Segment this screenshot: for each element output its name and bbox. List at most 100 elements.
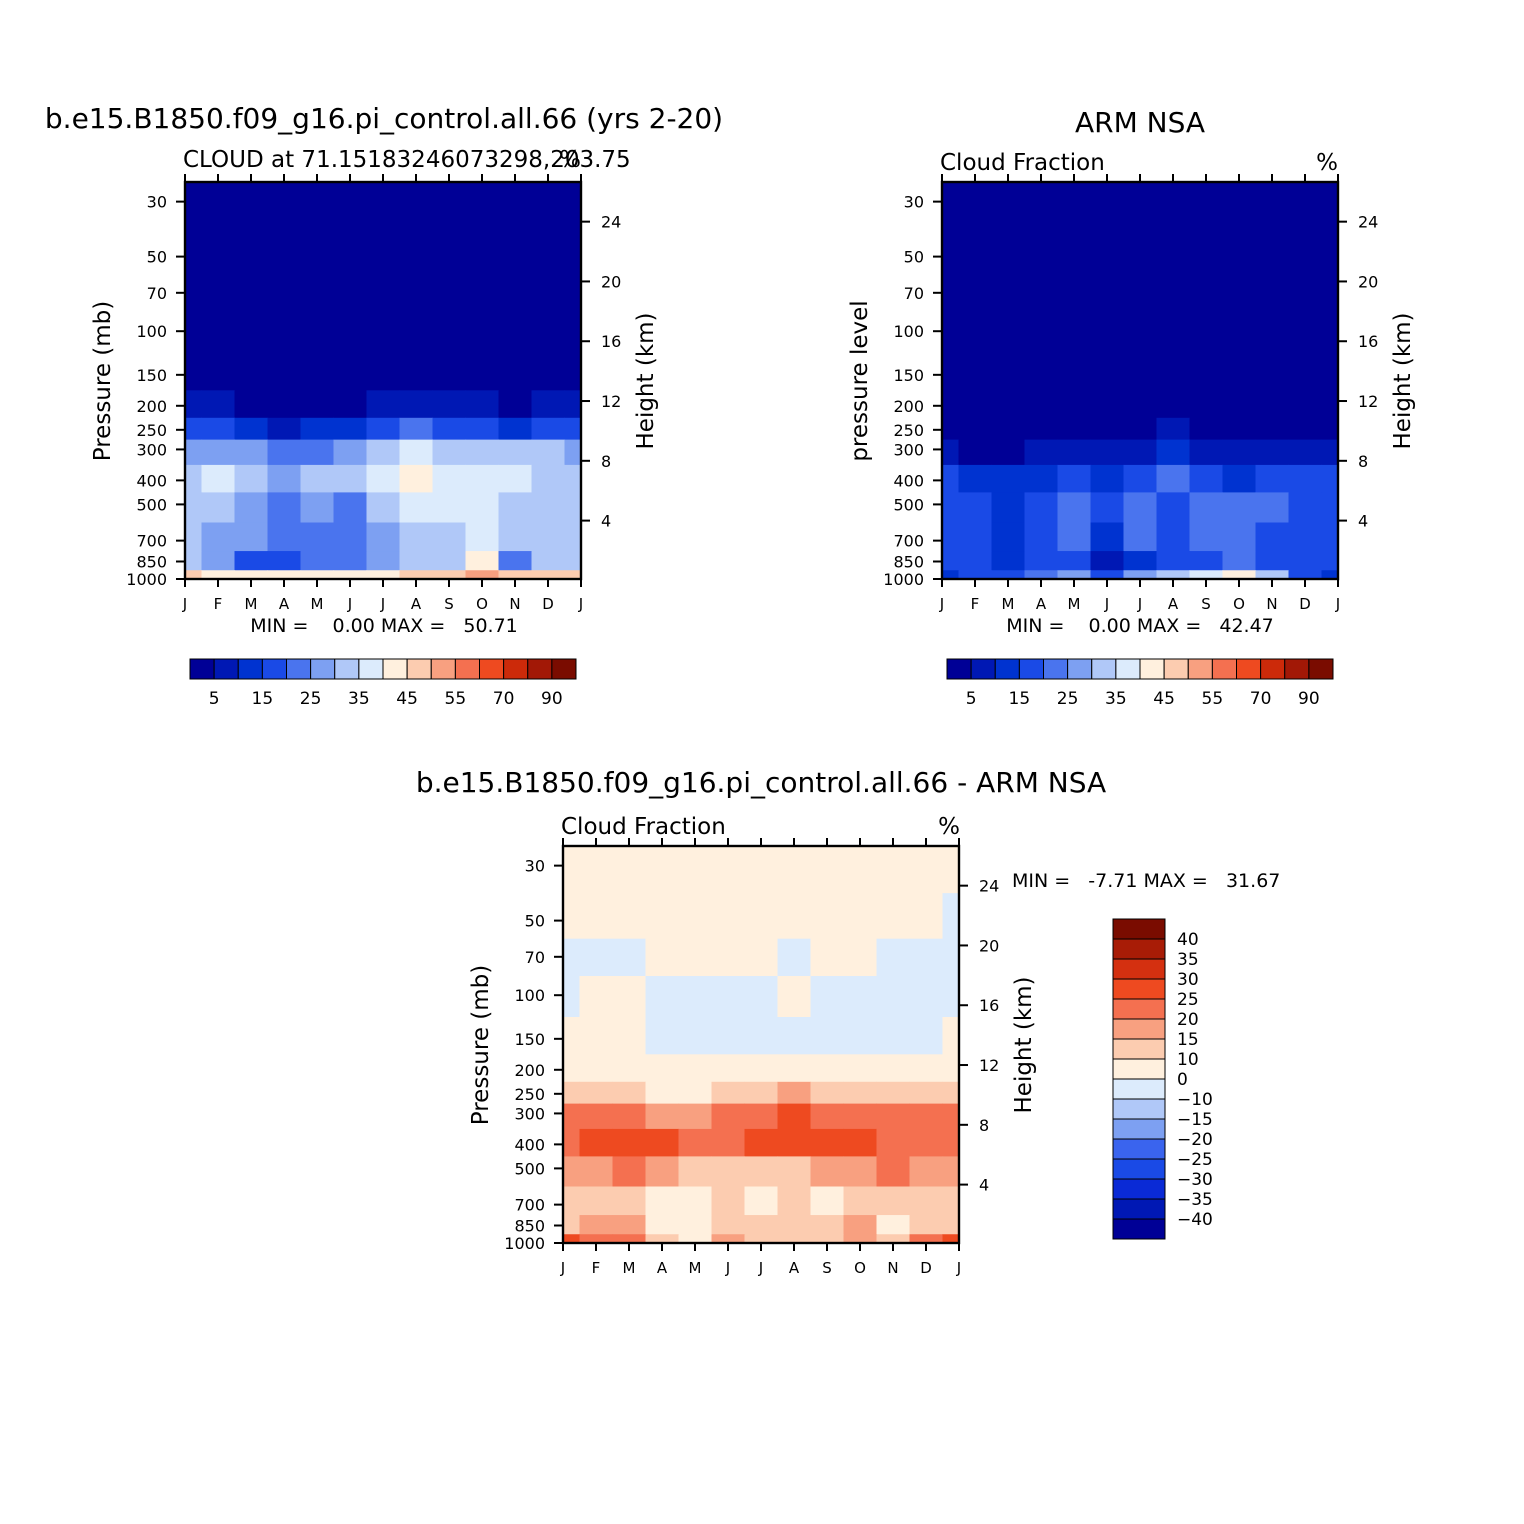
colorbar-box [1211,658,1237,680]
data-cell [958,229,993,276]
data-cell [1090,464,1125,493]
data-cell [185,390,203,419]
data-cell [678,1186,713,1216]
data-cell [465,390,500,419]
data-cell [267,464,302,493]
data-cell [744,1103,779,1130]
data-cell [942,1103,959,1130]
data-cell [1288,353,1323,391]
data-cell [711,1186,746,1216]
data-cell [563,1215,581,1235]
colorbar-label: 90 [541,689,563,709]
y2-tick-label: 16 [1358,332,1378,351]
data-cell [1321,551,1338,571]
data-cell [185,439,203,466]
data-cell [942,1156,959,1188]
data-cell [1321,570,1338,579]
data-cell [1024,551,1059,571]
data-cell [531,229,566,276]
x-tick-label: J [956,1259,961,1277]
data-cell [333,417,368,441]
data-cell [645,846,680,894]
data-cell [201,417,236,441]
data-cell [1288,522,1323,552]
data-cell [432,522,467,552]
data-cell [1288,464,1323,493]
data-cell [1156,439,1191,466]
colorbar-box [1112,978,1166,1000]
y-tick-label: 300 [136,440,167,459]
colorbar-box [1115,658,1141,680]
data-cell [1090,229,1125,276]
colorbar-box [1112,1098,1166,1120]
data-cell [300,229,335,276]
x-tick-label: J [758,1259,763,1277]
data-cell [1156,522,1191,552]
data-cell [1090,439,1125,466]
data-cell [876,976,911,1018]
y2-tick-label: 24 [601,213,621,232]
data-cell [942,492,960,524]
data-cell [876,1017,911,1055]
data-cell [1255,492,1290,524]
data-cell [876,1081,911,1105]
data-cell [678,1215,713,1235]
data-cell [333,353,368,391]
data-cell [234,439,269,466]
y-axis-label: Pressure (mb) [468,965,494,1125]
data-cell [564,570,581,579]
data-cell [942,417,960,441]
data-cell [1189,439,1224,466]
panel-obs: ARM NSA Cloud Fraction % pressure level … [847,106,1416,709]
data-cell [300,492,335,524]
data-cell [201,551,236,571]
x-tick-label: A [279,595,290,613]
y-tick-label: 1000 [504,1234,545,1253]
y-tick-label: 150 [514,1030,545,1049]
data-cell [645,1054,680,1083]
x-tick-label: O [1233,595,1245,613]
x-tick-label: J [380,595,385,613]
data-cell [991,464,1026,493]
data-cell [1255,551,1290,571]
data-cell [810,1103,845,1130]
data-cell [909,1186,944,1216]
colorbar-box [286,658,312,680]
data-cell [563,1156,581,1188]
data-cell [366,390,401,419]
x-tick-label: J [1137,595,1142,613]
data-cell [810,1234,845,1243]
data-cell [1288,551,1323,571]
data-cell [432,464,467,493]
data-cell [612,1234,647,1243]
data-cell [579,893,614,940]
y-tick-label: 50 [147,248,167,267]
data-cell [1024,492,1059,524]
data-cell [1057,182,1092,230]
data-cell [1321,353,1338,391]
data-cell [1222,353,1257,391]
data-cell [958,353,993,391]
colorbar-box [334,658,360,680]
data-cell [942,976,959,1018]
data-cell [1156,390,1191,419]
data-cell [1255,274,1290,313]
data-cell [432,390,467,419]
data-cell [843,1156,878,1188]
data-cell [267,312,302,354]
colorbar-label: −30 [1177,1170,1213,1190]
data-cell [366,353,401,391]
data-cell [563,1234,581,1243]
data-cell [185,570,203,579]
y-tick-label: 30 [147,193,167,212]
data-cell [1123,312,1158,354]
data-cell [498,312,533,354]
data-cell [777,1054,812,1083]
data-cell [333,464,368,493]
colorbar-box [358,658,384,680]
colorbar-box [406,658,432,680]
colorbar-label: 20 [1177,1010,1199,1030]
data-cell [465,417,500,441]
